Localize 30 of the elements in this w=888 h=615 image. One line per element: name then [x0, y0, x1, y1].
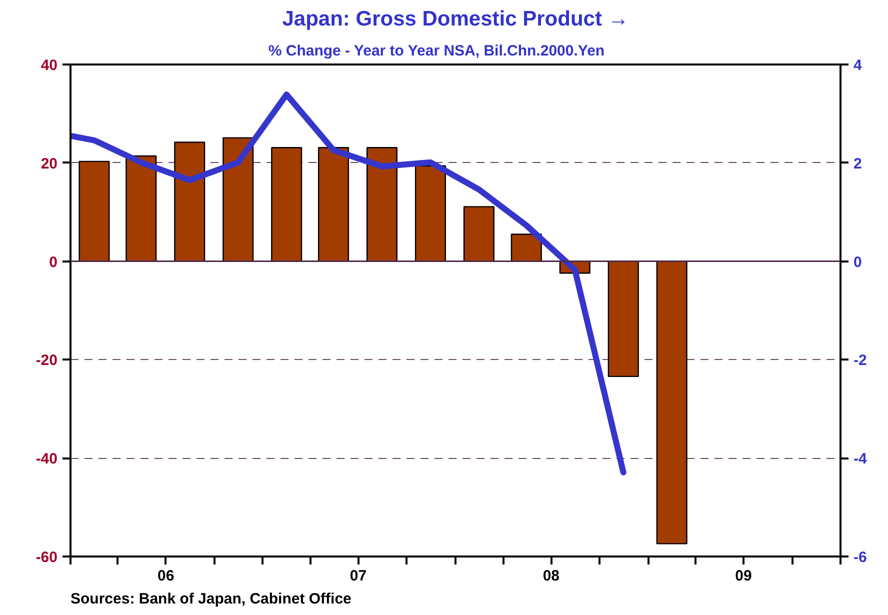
chart-title: Japan: Gross Domestic Product →: [282, 8, 629, 30]
bar: [222, 137, 254, 262]
y-tick-label: -40: [36, 450, 58, 468]
bar: [78, 160, 110, 262]
y2-tick-label: -4: [854, 450, 868, 468]
y-tick-label: 20: [40, 155, 58, 172]
y-tick-label: -60: [36, 549, 58, 566]
bar: [608, 260, 639, 378]
y2-tick-label: 4: [854, 57, 862, 74]
x-tick-label: 07: [350, 568, 367, 584]
y2-tick-label: -6: [854, 549, 867, 566]
bar: [414, 165, 446, 262]
y2-tick-label: 0: [854, 254, 862, 271]
source-note: Sources: Bank of Japan, Cabinet Office: [70, 590, 352, 608]
x-tick-label: 08: [542, 568, 560, 584]
bar: [174, 142, 206, 262]
bar: [366, 147, 398, 262]
bar: [271, 147, 302, 262]
chart-subtitle: % Change - Year to Year NSA, Bil.Chn.2000.Yen: [268, 42, 605, 60]
y-tick-label: 40: [40, 57, 58, 74]
x-tick-label: 06: [158, 568, 174, 584]
bar: [463, 206, 494, 262]
bar: [318, 147, 350, 262]
y2-tick-label: 2: [854, 155, 862, 172]
bar: [656, 260, 688, 544]
y-tick-label: -20: [36, 352, 58, 370]
y-tick-label: 0: [49, 254, 58, 271]
bar: [126, 155, 157, 262]
x-tick-label: 09: [735, 568, 752, 584]
y2-tick-label: -2: [854, 352, 867, 370]
